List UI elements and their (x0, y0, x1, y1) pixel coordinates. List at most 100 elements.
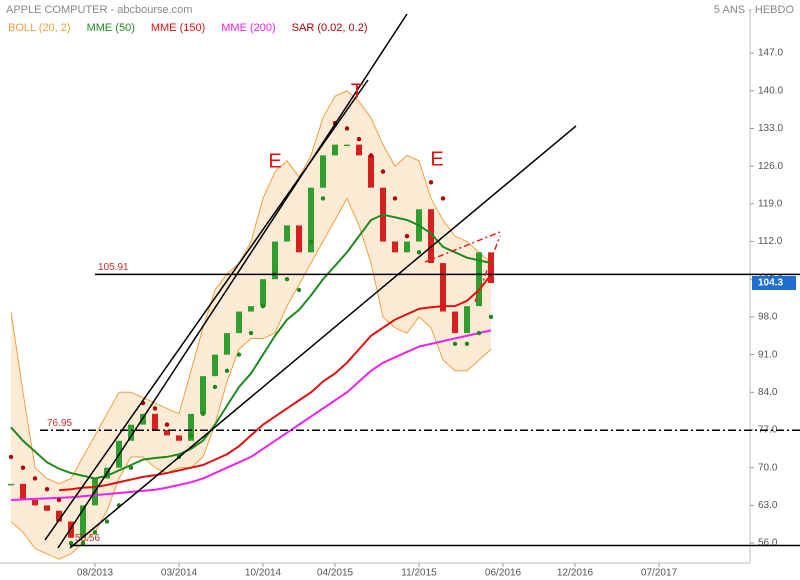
trend-line (474, 235, 501, 303)
sar-dot (452, 341, 458, 347)
candle (284, 225, 290, 242)
chart-title: APPLE COMPUTER - abcbourse.com (6, 4, 192, 16)
sar-dot (464, 341, 470, 347)
sar-dot (104, 519, 110, 524)
sar-dot (8, 454, 14, 460)
legend-entry: MME (50) (87, 22, 135, 34)
candle (188, 413, 194, 441)
sar-dot (356, 137, 362, 142)
sar-dot (188, 433, 194, 438)
sar-dot (344, 126, 350, 131)
x-tick-label: 10/2014 (245, 568, 282, 579)
annotation: E (268, 150, 281, 172)
candle (152, 413, 158, 430)
candle (224, 333, 230, 355)
sar-dot (308, 239, 314, 244)
sar-dot (128, 465, 134, 470)
candle (212, 354, 218, 377)
sar-dot (284, 277, 290, 282)
sar-dot (32, 476, 38, 481)
annotation: E (430, 148, 443, 170)
level-label: 105.91 (98, 262, 129, 273)
candle (20, 483, 26, 500)
sar-dot (164, 422, 170, 427)
candle (320, 155, 326, 188)
candle (440, 263, 446, 312)
candle (44, 505, 50, 511)
sar-dot (296, 287, 302, 293)
candle (476, 252, 482, 307)
sar-dot (476, 330, 482, 336)
candle (464, 306, 470, 334)
annotation: T (351, 80, 363, 102)
sar-dot (44, 487, 50, 492)
sar-dot (380, 169, 386, 174)
candle (260, 279, 266, 307)
x-tick-label: 08/2013 (77, 568, 114, 579)
sar-dot (152, 406, 158, 411)
sar-dot (428, 180, 434, 185)
candle (488, 252, 494, 283)
y-tick-label: 133.0 (758, 123, 783, 134)
sar-dot (20, 465, 26, 470)
candle (56, 510, 62, 522)
trend-lines (44, 13, 577, 549)
candle (272, 241, 278, 280)
candle (356, 144, 362, 156)
x-tick-label: 06/2016 (485, 568, 522, 579)
legend-entry: MME (150) (151, 22, 205, 34)
sar-dot (404, 233, 410, 239)
plot-area: 56.063.070.077.084.091.098.0105.0112.011… (0, 10, 800, 579)
candle (68, 521, 74, 538)
y-tick-label: 126.0 (758, 161, 783, 172)
sar-dot (416, 250, 422, 255)
y-tick-label: 98.0 (758, 312, 778, 323)
chart-subtitle: 5 ANS - HEBDO (714, 4, 795, 16)
trend-line (69, 125, 577, 549)
y-tick-label: 112.0 (758, 236, 783, 247)
y-tick-label: 119.0 (758, 198, 783, 209)
y-tick-label: 84.0 (758, 387, 778, 398)
candle (368, 155, 374, 188)
candle (296, 225, 302, 253)
candle (32, 500, 38, 506)
candle (308, 187, 314, 253)
candle (164, 430, 170, 436)
legend: BOLL (20, 2) MME (50) MME (150) MME (200) SA… (8, 22, 368, 34)
trend-line (44, 79, 369, 541)
bollinger-lower (10, 197, 492, 560)
moving-average (58, 274, 492, 492)
x-tick-label: 12/2016 (557, 568, 594, 579)
candle (344, 144, 350, 147)
bollinger-band (11, 90, 491, 560)
sar-dot (212, 384, 218, 390)
candle (236, 311, 242, 334)
sar-dot (56, 497, 62, 503)
candle (392, 241, 398, 253)
candle (248, 306, 254, 312)
sar-dot (488, 314, 494, 320)
candle (332, 144, 338, 156)
sar-dot (248, 330, 254, 336)
candle (452, 311, 458, 334)
x-tick-label: 04/2015 (317, 568, 354, 579)
candle (404, 241, 410, 253)
y-tick-label: 56.0 (758, 538, 778, 549)
bollinger-upper (10, 90, 492, 485)
candle (200, 376, 206, 414)
sar-dot (80, 540, 86, 546)
trend-line (57, 13, 408, 549)
x-tick-label: 07/2017 (641, 568, 678, 579)
x-tick-label: 03/2014 (161, 568, 198, 579)
level-label: 55.56 (75, 533, 100, 544)
sar-dot (200, 411, 206, 417)
y-tick-label: 70.0 (758, 462, 778, 473)
legend-entry: MME (200) (221, 22, 275, 34)
legend-entry: BOLL (20, 2) (8, 22, 71, 34)
sar-dot (320, 196, 326, 201)
sar-dot (92, 530, 98, 535)
candle (428, 209, 434, 264)
level-label: 76.95 (47, 418, 72, 429)
y-tick-label: 147.0 (758, 48, 783, 59)
